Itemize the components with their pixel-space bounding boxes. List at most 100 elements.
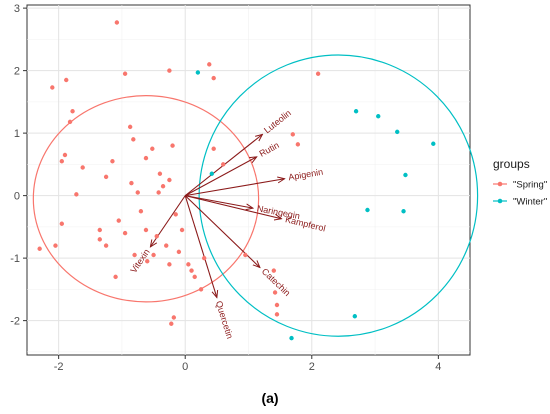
point-winter — [209, 171, 214, 176]
point-spring — [50, 85, 55, 90]
point-spring — [113, 274, 118, 280]
point-spring — [315, 71, 321, 76]
point-spring — [116, 218, 121, 223]
point-spring — [131, 137, 136, 142]
group-ellipses — [32, 54, 479, 337]
point-spring — [198, 287, 204, 292]
axes: -2 0 2 4 -2 -1 0 1 2 3 — [10, 3, 441, 373]
point-spring — [80, 165, 85, 170]
point-winter — [395, 129, 400, 135]
point-spring — [243, 252, 248, 258]
y-tick-label: 1 — [14, 128, 20, 140]
point-spring — [59, 221, 65, 226]
point-spring — [132, 252, 137, 258]
point-spring — [189, 268, 194, 273]
point-spring — [290, 132, 295, 137]
point-spring — [192, 274, 197, 280]
legend-key-point — [497, 181, 503, 187]
point-spring — [67, 119, 73, 125]
y-tick-label: 3 — [14, 3, 20, 15]
point-spring — [97, 237, 102, 242]
y-tick-label: -1 — [10, 253, 20, 265]
point-spring — [167, 177, 172, 183]
legend: groups "Spring" "Winter" — [493, 157, 547, 208]
point-spring — [220, 162, 226, 167]
point-winter — [403, 172, 408, 178]
point-spring — [211, 146, 216, 151]
legend-label: "Spring" — [513, 180, 547, 191]
point-spring — [157, 171, 163, 176]
point-spring — [179, 227, 185, 233]
point-spring — [274, 312, 280, 317]
point-winter — [289, 335, 294, 341]
ellipse-winter — [198, 54, 479, 337]
point-spring — [143, 155, 149, 161]
point-spring — [295, 142, 301, 147]
x-tick-label: -2 — [54, 361, 64, 373]
vector-naringegin — [185, 195, 253, 209]
point-winter — [352, 314, 358, 319]
point-winter — [431, 141, 436, 146]
point-winter — [365, 207, 370, 213]
point-spring — [202, 255, 207, 261]
point-spring — [176, 249, 182, 255]
point-spring — [154, 234, 159, 239]
point-spring — [135, 190, 140, 195]
point-spring — [122, 230, 128, 236]
ellipse-spring — [32, 95, 260, 303]
point-spring — [170, 143, 175, 148]
point-spring — [167, 68, 172, 73]
data-points — [37, 20, 436, 341]
point-spring — [160, 184, 166, 189]
figure-caption: (a) — [261, 390, 278, 406]
point-spring — [64, 77, 69, 83]
point-spring — [169, 321, 174, 326]
point-spring — [122, 71, 128, 76]
point-spring — [274, 302, 280, 308]
point-spring — [167, 262, 172, 267]
point-spring — [171, 315, 177, 320]
point-spring — [127, 124, 133, 130]
point-spring — [110, 159, 115, 164]
x-tick-label: 2 — [309, 361, 315, 373]
point-spring — [150, 146, 155, 151]
vector-apigenin — [185, 179, 284, 197]
point-winter — [353, 109, 359, 114]
vector-rutin — [184, 157, 257, 197]
point-spring — [138, 209, 144, 214]
point-spring — [59, 159, 65, 164]
point-spring — [37, 246, 42, 251]
point-spring — [70, 109, 75, 114]
point-spring — [173, 212, 178, 217]
legend-label: "Winter" — [513, 197, 547, 208]
vector-kampferol — [185, 195, 281, 219]
point-spring — [207, 62, 212, 67]
point-spring — [143, 227, 149, 233]
grid — [26, 4, 471, 356]
y-tick-label: 2 — [14, 66, 20, 78]
point-winter — [376, 114, 381, 119]
y-tick-label: 0 — [14, 191, 20, 203]
point-spring — [114, 20, 120, 25]
point-spring — [272, 290, 278, 295]
point-spring — [129, 180, 134, 186]
point-spring — [151, 252, 156, 258]
point-spring — [103, 243, 109, 248]
point-spring — [53, 243, 58, 248]
vector-quercetin — [184, 195, 217, 298]
point-spring — [103, 174, 109, 180]
point-winter — [195, 70, 201, 75]
point-spring — [74, 192, 79, 197]
point-spring — [97, 227, 102, 233]
x-tick-label: 0 — [182, 361, 188, 373]
point-spring — [145, 259, 150, 264]
point-spring — [271, 268, 277, 273]
point-spring — [164, 243, 169, 248]
point-spring — [186, 262, 191, 267]
point-spring — [156, 190, 161, 195]
point-spring — [211, 75, 216, 81]
point-spring — [62, 152, 68, 158]
legend-title: groups — [493, 157, 530, 171]
point-winter — [401, 209, 406, 214]
